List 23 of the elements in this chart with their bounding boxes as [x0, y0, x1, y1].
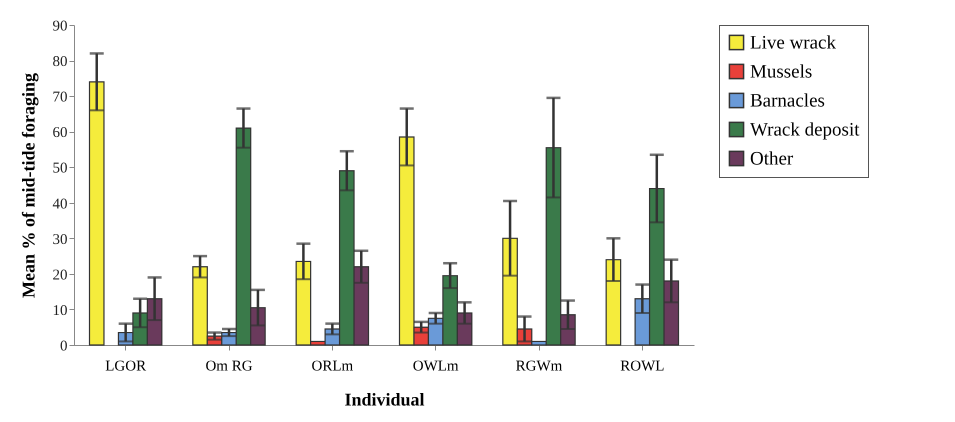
y-tick-label: 90 — [52, 18, 68, 34]
y-tick-label: 20 — [52, 267, 68, 284]
y-tick-label: 70 — [52, 90, 68, 106]
x-tick-label: LGOR — [105, 358, 146, 374]
y-tick-label: 80 — [52, 54, 68, 70]
y-tick-label: 60 — [52, 125, 68, 142]
x-tick-label: ORLm — [311, 358, 354, 374]
x-tick-label: Om RG — [205, 358, 253, 374]
x-tick-label: RGWm — [516, 358, 563, 374]
x-tick-label: OWLm — [412, 358, 459, 374]
legend-label: Wrack deposit — [750, 120, 860, 140]
y-tick-label: 0 — [60, 338, 68, 354]
y-axis-title: Mean % of mid-tide foraging — [18, 73, 38, 298]
x-tick-label: ROWL — [620, 358, 664, 374]
legend-label: Mussels — [750, 62, 812, 82]
legend-label: Live wrack — [750, 32, 836, 54]
x-axis-title: Individual — [344, 390, 425, 410]
y-tick-label: 50 — [52, 160, 68, 177]
y-tick-label: 10 — [52, 302, 68, 319]
y-tick-label: 30 — [52, 232, 68, 248]
legend-label: Barnacles — [750, 90, 825, 112]
legend-label: Other — [750, 148, 794, 170]
y-tick-label: 40 — [52, 196, 68, 212]
